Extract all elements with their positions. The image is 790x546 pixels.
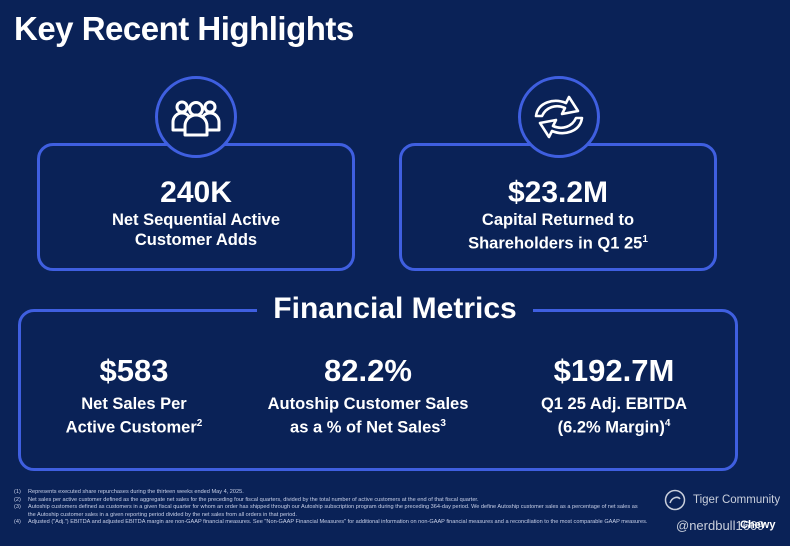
section-title: Financial Metrics xyxy=(0,290,790,328)
metric-label-ebitda-line1: Q1 25 Adj. EBITDA xyxy=(540,395,688,413)
footnote-ref-2: 2 xyxy=(196,418,203,429)
tiger-logo-icon xyxy=(664,489,686,511)
metric-value-ebitda: $192.7M xyxy=(553,353,675,388)
highlight-card-capital xyxy=(399,143,717,271)
highlight-label-customers-line2: Customer Adds xyxy=(134,231,258,249)
highlight-label-capital-line1: Capital Returned to xyxy=(481,211,635,229)
metric-net-sales: $583 Net Sales Per Active Customer2 xyxy=(19,354,249,438)
metric-label-net-sales-line1: Net Sales Per xyxy=(81,395,187,413)
footnote-row: (3) Autoship customers defined as custome… xyxy=(14,504,638,511)
watermark-community: Tiger Community xyxy=(693,494,781,506)
brand-logo: Chewy xyxy=(740,519,776,531)
page-title: Key Recent Highlights xyxy=(14,10,354,47)
metric-autoship: 82.2% Autoship Customer Sales as a % of … xyxy=(253,354,483,438)
metric-label-autoship-line2: as a % of Net Sales3 xyxy=(290,418,446,437)
people-icon xyxy=(171,100,221,137)
refresh-arrows-icon xyxy=(534,95,584,139)
footnote-row: (1) Represents executed share repurchases… xyxy=(14,489,244,495)
financial-metrics-card xyxy=(18,309,738,471)
highlight-label-customers-line1: Net Sequential Active xyxy=(111,211,281,229)
footnote-row: (2) Net sales per active customer defined… xyxy=(14,496,479,503)
metric-label-autoship-line1: Autoship Customer Sales xyxy=(267,395,469,413)
metric-label-net-sales-line2: Active Customer2 xyxy=(65,418,203,437)
watermark-handle: @nerdbull1669 xyxy=(676,518,765,533)
footnote-ref-3: 3 xyxy=(440,418,446,429)
footnotes: (1) Represents executed share repurchases… xyxy=(14,489,714,527)
highlight-label-capital-line2: Shareholders in Q1 251 xyxy=(468,234,648,253)
highlight-value-customers: 240K xyxy=(160,176,232,209)
footnote-row: the Autoship customer sales in a given r… xyxy=(28,511,297,518)
metric-value-autoship: 82.2% xyxy=(324,353,412,388)
footnote-row: (4) Adjusted ("Adj.") EBITDA and adjusted… xyxy=(14,519,648,526)
footnote-ref-4: 4 xyxy=(664,418,671,429)
metric-ebitda: $192.7M Q1 25 Adj. EBITDA (6.2% Margin)4 xyxy=(499,354,729,438)
highlight-value-capital: $23.2M xyxy=(507,176,609,209)
metric-label-ebitda-line2: (6.2% Margin)4 xyxy=(557,418,671,437)
metric-value-net-sales: $583 xyxy=(99,353,169,388)
refresh-arrows-icon-circle xyxy=(518,76,600,158)
people-icon-circle xyxy=(155,76,237,158)
footnote-ref-1: 1 xyxy=(642,234,648,245)
